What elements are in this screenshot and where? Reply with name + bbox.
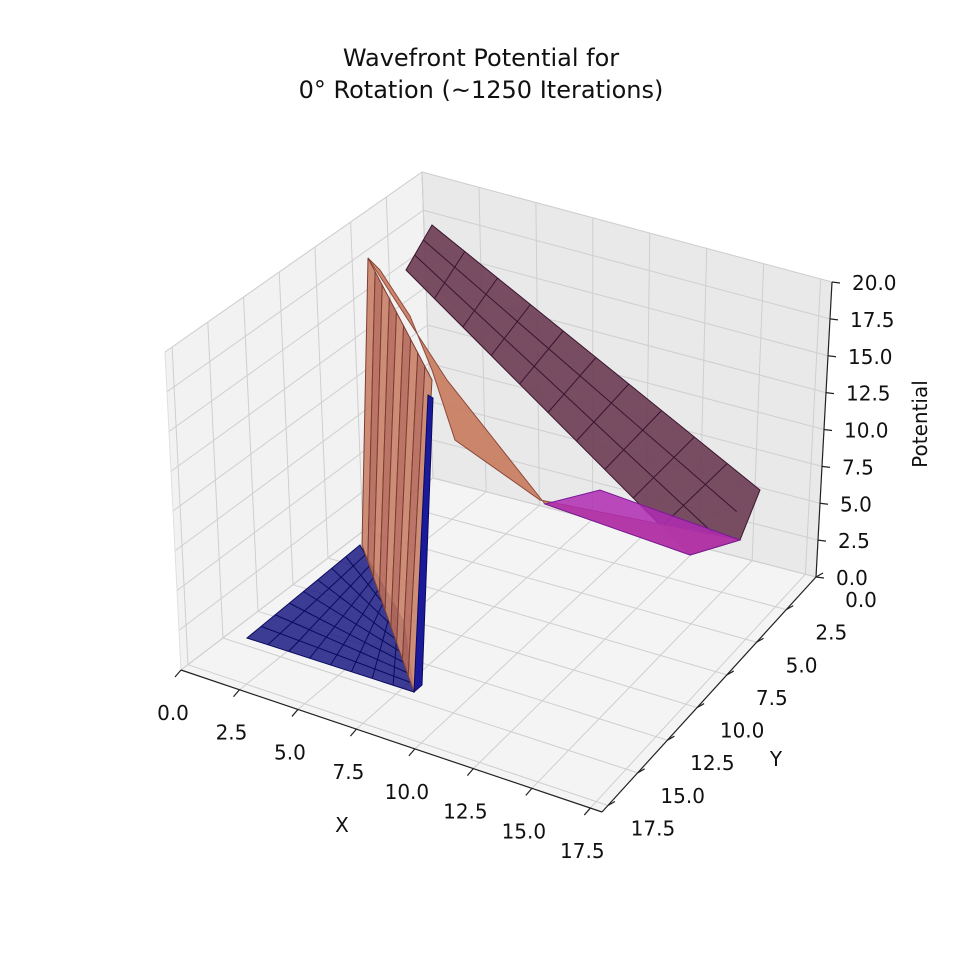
y-axis-label: Y <box>769 747 783 771</box>
z-tick-label: 17.5 <box>850 308 895 332</box>
z-tick-label: 7.5 <box>842 455 874 479</box>
y-tick-label: 2.5 <box>815 621 847 645</box>
y-tick-mark <box>815 572 824 578</box>
z-tick-label: 20.0 <box>852 271 897 295</box>
x-tick-mark <box>233 689 240 698</box>
x-tick-mark <box>174 669 182 678</box>
y-tick-label: 17.5 <box>631 816 676 840</box>
x-axis-label: X <box>335 813 349 837</box>
z-tick-mark <box>823 428 833 432</box>
x-tick-label: 15.0 <box>502 819 547 843</box>
y-tick-label: 10.0 <box>720 719 765 743</box>
y-tick-label: 0.0 <box>845 588 877 612</box>
surface <box>245 224 761 694</box>
y-tick-label: 5.0 <box>786 653 818 677</box>
z-tick-mark <box>815 576 825 579</box>
x-tick-mark <box>525 787 533 796</box>
title-line-1: Wavefront Potential for <box>342 44 620 72</box>
x-tick-mark <box>349 728 357 737</box>
y-tick-mark <box>756 637 764 643</box>
title-line-2: 0° Rotation (~1250 Iterations) <box>298 76 664 104</box>
z-tick-label: 2.5 <box>838 529 870 553</box>
y-tick-mark <box>726 670 735 676</box>
y-tick-label: 7.5 <box>756 686 788 710</box>
ridge-front-surface <box>367 257 741 556</box>
x-tick-label: 5.0 <box>274 740 306 764</box>
obstacle-wall <box>361 257 433 693</box>
x-tick-mark <box>466 768 474 777</box>
z-tick-mark <box>825 392 835 395</box>
z-tick-mark <box>827 355 837 358</box>
z-tick-mark <box>821 465 831 468</box>
z-tick-label: 0.0 <box>836 566 868 590</box>
y-tick-mark <box>667 735 675 741</box>
wall-edge <box>413 394 434 694</box>
x-tick-mark <box>291 709 299 717</box>
z-tick-mark <box>831 281 841 284</box>
chart-title: Wavefront Potential for 0° Rotation (~12… <box>0 42 962 106</box>
z-tick-label: 12.5 <box>846 382 891 406</box>
x-tick-label: 0.0 <box>157 701 189 725</box>
goal-well <box>543 489 742 556</box>
y-tick-label: 12.5 <box>690 751 735 775</box>
x-tick-label: 17.5 <box>560 839 605 863</box>
x-ticks: 0.0 2.5 5.0 7.5 10.0 12.5 15.0 17.5 <box>157 669 605 863</box>
z-tick-mark <box>819 502 829 505</box>
x-tick-label: 7.5 <box>333 760 365 784</box>
y-tick-mark <box>785 605 794 611</box>
x-tick-label: 2.5 <box>216 721 248 745</box>
y-tick-mark <box>696 703 705 709</box>
x-tick-label: 12.5 <box>443 800 488 824</box>
z-tick-label: 10.0 <box>844 419 889 443</box>
z-ticks: 0.0 2.5 5.0 7.5 10.0 12.5 15.0 17.5 20.0 <box>815 271 897 590</box>
x-tick-mark <box>583 807 591 816</box>
z-tick-label: 5.0 <box>840 492 872 516</box>
ridge-mesh <box>414 239 737 534</box>
y-tick-label: 15.0 <box>660 784 705 808</box>
z-axis-label: Potential <box>908 380 932 468</box>
x-tick-mark <box>408 748 416 757</box>
y-ticks: 0.0 2.5 5.0 7.5 10.0 12.5 15.0 17.5 <box>607 572 877 840</box>
z-tick-mark <box>817 539 827 542</box>
z-tick-mark <box>829 318 839 321</box>
x-tick-label: 10.0 <box>385 780 430 804</box>
y-tick-mark <box>607 800 616 806</box>
y-tick-mark <box>637 768 645 774</box>
z-tick-label: 15.0 <box>848 345 893 369</box>
